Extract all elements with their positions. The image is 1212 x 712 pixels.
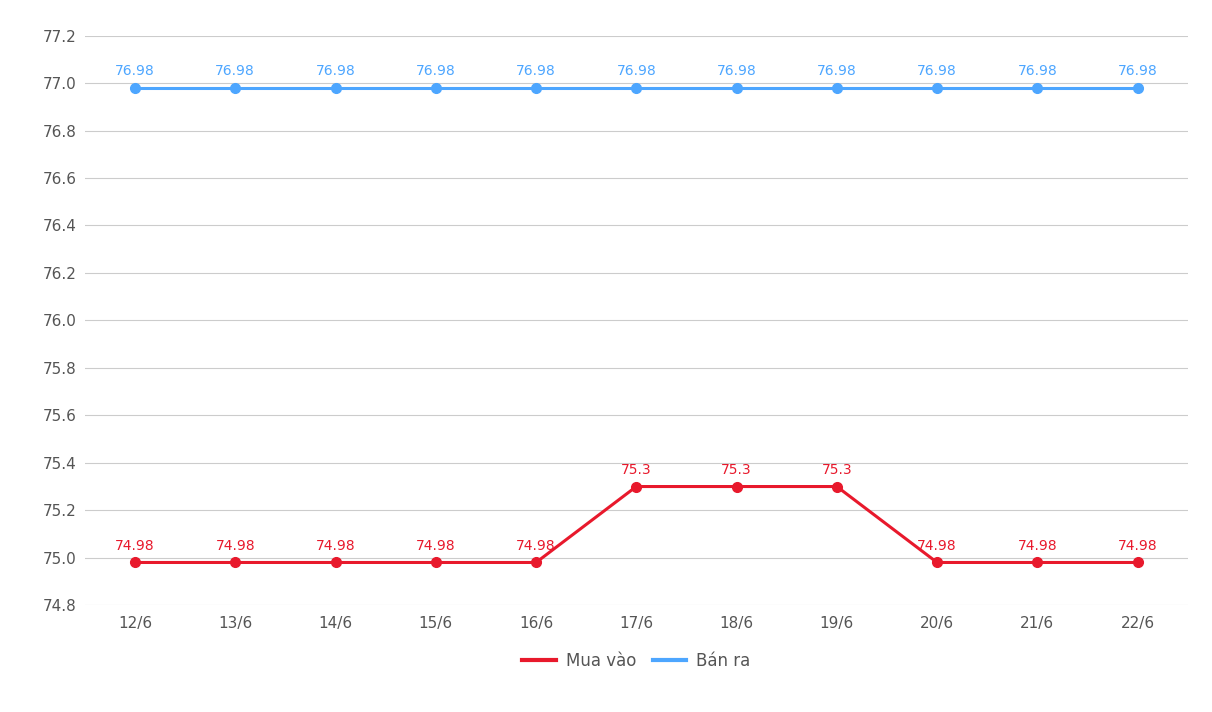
Text: 74.98: 74.98 [516,539,556,553]
Text: 76.98: 76.98 [1018,64,1057,78]
Text: 74.98: 74.98 [216,539,255,553]
Text: 75.3: 75.3 [822,463,852,477]
Text: 75.3: 75.3 [621,463,652,477]
Text: 74.98: 74.98 [1117,539,1157,553]
Text: 76.98: 76.98 [115,64,155,78]
Text: 76.98: 76.98 [617,64,656,78]
Text: 76.98: 76.98 [216,64,255,78]
Text: 76.98: 76.98 [315,64,355,78]
Text: 76.98: 76.98 [416,64,456,78]
Text: 74.98: 74.98 [1018,539,1057,553]
Text: 76.98: 76.98 [516,64,556,78]
Text: 76.98: 76.98 [917,64,957,78]
Text: 74.98: 74.98 [315,539,355,553]
Legend: Mua vào, Bán ra: Mua vào, Bán ra [515,645,758,676]
Text: 76.98: 76.98 [716,64,756,78]
Text: 74.98: 74.98 [416,539,456,553]
Text: 76.98: 76.98 [817,64,857,78]
Text: 75.3: 75.3 [721,463,751,477]
Text: 74.98: 74.98 [917,539,957,553]
Text: 76.98: 76.98 [1117,64,1157,78]
Text: 74.98: 74.98 [115,539,155,553]
